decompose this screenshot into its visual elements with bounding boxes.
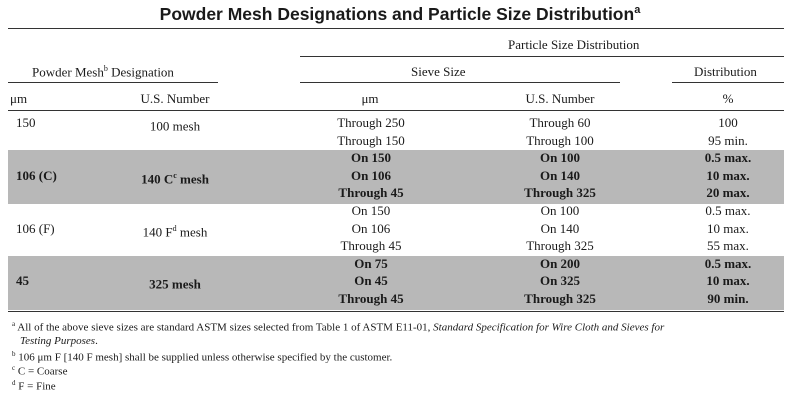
cell-dist: 20 max. [706,185,750,201]
group-rule [300,56,784,57]
cell-sieve-us: On 140 [540,220,580,236]
header-sieve-size: Sieve Size [411,64,466,79]
table-row: On 150 On 100 0.5 max. [0,202,800,220]
table-row: 106 (F) 140 Fd mesh On 106 On 140 10 max. [0,220,800,239]
cell-sieve-um: Through 45 [340,238,402,254]
cell-sieve-us: On 100 [540,203,580,218]
table-row: 45 325 mesh On 45 On 325 10 max. [0,272,800,292]
table-row: 106 (C) 140 Cc mesh On 106 On 140 10 max. [0,167,800,187]
colhead-sieve-um: μm [361,91,379,106]
footnote-c: c C = Coarse [12,364,68,378]
table-row: Through 45 Through 325 55 max. [0,237,800,255]
cell-sieve-us: Through 325 [524,185,596,201]
table-row: 150 100 mesh Through 250 Through 60 100 [0,114,800,134]
cell-dist: 0.5 max. [704,150,752,166]
cell-sieve-us: On 100 [539,150,581,166]
cell-sieve-um: On 106 [350,167,392,183]
footnote-a: a All of the above sieve sizes are stand… [12,320,665,347]
colhead-us-number: U.S. Number [140,91,210,106]
footnote-d: d F = Fine [12,379,56,393]
cell-sieve-us: Through 325 [526,238,594,254]
cell-dist: 90 min. [707,291,749,306]
subgroup-rule-mid [300,82,620,83]
cell-sieve-um: Through 150 [337,132,405,148]
cell-us-number: 140 Cc mesh [141,170,209,187]
cell-us-number: 100 mesh [149,118,201,134]
table-title: Powder Mesh Designations and Particle Si… [159,4,641,24]
cell-sieve-us: Through 100 [526,132,594,148]
subgroup-rule-left [8,82,218,83]
shaded-band-325 [8,256,784,310]
cell-um: 45 [16,273,29,289]
colhead-sieve-us-number: U.S. Number [525,91,595,106]
cell-sieve-um: On 75 [354,255,388,271]
cell-sieve-um: On 106 [351,220,391,236]
cell-us-number: 140 Fd mesh [142,223,208,239]
cell-sieve-um: Through 250 [337,115,405,130]
cell-us-number: 325 mesh [149,276,201,292]
cell-sieve-us: Through 60 [529,115,591,130]
cell-sieve-um: On 150 [351,203,391,218]
colhead-percent: % [722,91,734,106]
cell-sieve-um: On 45 [354,273,388,289]
colhead-um: μm [10,91,28,106]
cell-dist: 55 max. [707,238,749,254]
table-row: Through 150 Through 100 95 min. [0,132,800,150]
cell-sieve-um: Through 45 [338,185,404,201]
header-powder-mesh-designation: Powder Meshb Designation [32,64,174,80]
cell-sieve-us: On 325 [539,273,581,289]
header-particle-size-distribution: Particle Size Distribution [508,37,640,52]
table-row: Through 45 Through 325 20 max. [0,184,800,202]
header-bottom-rule [8,110,784,111]
cell-sieve-um: On 150 [350,150,392,166]
cell-um: 150 [16,115,36,130]
table-row: Through 45 Through 325 90 min. [0,290,800,308]
cell-um: 106 (C) [16,167,57,183]
cell-sieve-us: On 140 [539,167,581,183]
cell-dist: 95 min. [708,132,748,148]
table-row: On 150 On 100 0.5 max. [0,149,800,167]
header-distribution: Distribution [694,64,757,79]
table-bottom-rule [8,311,784,312]
footnote-b: b 106 μm F [140 F mesh] shall be supplie… [12,350,393,364]
cell-sieve-um: Through 45 [338,291,404,306]
top-rule [8,28,784,29]
subgroup-rule-right [672,82,784,83]
title-footnote-mark: a [634,4,641,17]
cell-dist: 0.5 max. [704,255,752,271]
table-row: On 75 On 200 0.5 max. [0,255,800,273]
cell-dist: 10 max. [707,220,749,236]
cell-dist: 100 [718,115,738,130]
cell-sieve-us: Through 325 [524,291,596,306]
shaded-band-coarse [8,150,784,204]
cell-dist: 10 max. [706,167,750,183]
cell-dist: 10 max. [706,273,750,289]
cell-um: 106 (F) [16,220,55,236]
cell-dist: 0.5 max. [705,203,751,218]
cell-sieve-us: On 200 [539,255,581,271]
